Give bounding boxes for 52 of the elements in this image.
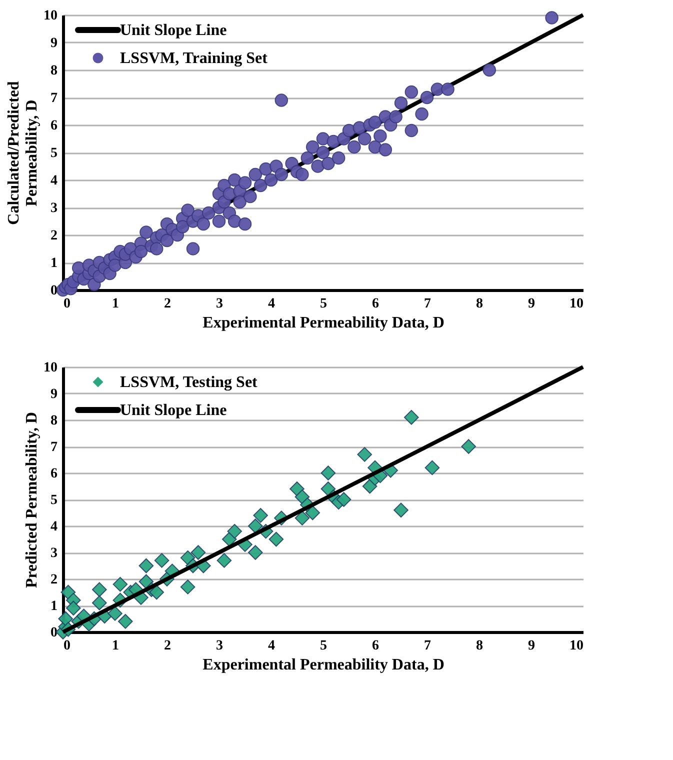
x-tick-label: 8 [476, 638, 483, 654]
y-tick-label: 7 [50, 440, 58, 455]
x-tick-label: 10 [570, 638, 584, 654]
y-tick-label: 1 [50, 256, 58, 271]
y-tick-label: 9 [50, 36, 58, 51]
y-tick-label: 3 [50, 546, 58, 561]
x-tick-label: 9 [528, 638, 535, 654]
x-axis-title: Experimental Permeability Data, D [202, 314, 444, 332]
y-tick-label: 4 [50, 520, 58, 534]
x-tick-label: 0 [64, 638, 70, 654]
y-tick-label: 5 [50, 146, 58, 161]
x-tick-label: 2 [164, 296, 171, 312]
y-tick-label: 2 [50, 228, 58, 244]
legend-label: Unit Slope Line [120, 22, 227, 39]
x-tick-label: 3 [216, 296, 223, 312]
x-tick-label: 5 [320, 638, 327, 654]
y-tick-label: 6 [50, 118, 58, 134]
y-tick-label: 0 [50, 626, 58, 640]
y-tick-label: 8 [50, 414, 58, 428]
legend-label: LSSVM, Testing Set [120, 374, 258, 391]
x-tick-label: 4 [268, 296, 275, 312]
y-tick-label: 5 [50, 493, 58, 508]
y-tick-label: 1 [50, 599, 58, 614]
y-tick-label: 3 [50, 201, 58, 216]
x-tick-label: 6 [372, 296, 379, 312]
x-tick-label: 2 [164, 638, 171, 654]
y-tick-label: 2 [50, 572, 58, 588]
y-tick-label: 10 [44, 360, 58, 376]
y-axis-title: Predicted Permeability, D [24, 412, 40, 588]
y-axis-title: Calculated/Predicted Permeability, D [6, 81, 40, 225]
x-tick-label: 3 [216, 638, 223, 654]
x-tick-label: 1 [112, 296, 119, 312]
x-tick-label: 8 [476, 296, 483, 312]
y-tick-label: 6 [50, 466, 58, 482]
y-tick-label: 0 [50, 284, 58, 298]
y-tick-label: 7 [50, 91, 58, 106]
x-tick-label: 9 [528, 296, 535, 312]
x-tick-label: 10 [570, 296, 584, 312]
x-tick-label: 4 [268, 638, 275, 654]
y-tick-label: 8 [50, 64, 58, 78]
x-tick-label: 1 [112, 638, 119, 654]
x-tick-label: 7 [424, 296, 431, 312]
y-tick-label: 10 [44, 8, 58, 24]
legend-label: LSSVM, Training Set [120, 50, 268, 67]
x-tick-label: 0 [64, 296, 70, 312]
x-tick-label: 7 [424, 638, 431, 654]
y-tick-label: 4 [50, 174, 58, 188]
x-tick-label: 6 [372, 638, 379, 654]
legend-label: Unit Slope Line [120, 402, 227, 419]
x-axis-title: Experimental Permeability Data, D [202, 656, 444, 674]
y-tick-label: 9 [50, 387, 58, 402]
x-tick-label: 5 [320, 296, 327, 312]
